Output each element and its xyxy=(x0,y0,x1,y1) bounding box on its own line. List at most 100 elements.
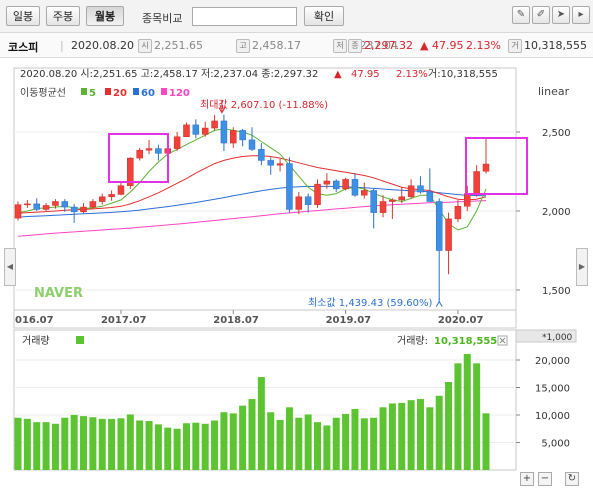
volume-bar xyxy=(342,413,350,470)
price-axis: 2,500 2,000 1,500 xyxy=(516,128,571,297)
volume-bar xyxy=(295,417,303,470)
min-marker-arrow xyxy=(435,300,443,307)
stock-info-bar: 코스피 | 2020.08.20 시 2,251.65 고 2,458.17 저 2,… xyxy=(0,33,593,58)
ma120-line xyxy=(17,200,487,237)
volume-bar xyxy=(360,418,368,470)
highlight-box-2017 xyxy=(108,133,169,183)
date-tick-label: 2018.07 xyxy=(213,315,259,326)
chart-header-pct: 2.13% xyxy=(396,69,428,80)
chart-header-arrow: ▲ xyxy=(334,69,342,80)
compare-input[interactable] xyxy=(192,7,297,26)
volume-bar xyxy=(201,423,209,470)
volume-bar xyxy=(314,422,322,470)
candle-body xyxy=(183,124,190,137)
confirm-button[interactable]: 확인 xyxy=(304,6,344,26)
chart-header-line: 2020.08.20 시:2,251.65 고:2,458.17 저:2,237… xyxy=(20,68,318,80)
volume-bar xyxy=(416,399,424,470)
week-candle-button[interactable]: 주봉 xyxy=(46,6,80,26)
volume-bar xyxy=(463,353,471,470)
volume-swatch xyxy=(76,336,84,344)
ma-legend-label: 이동평균선 xyxy=(20,87,66,99)
volume-bar xyxy=(89,417,97,470)
volume-bar xyxy=(435,395,443,470)
candle-body xyxy=(108,194,115,198)
candle-body xyxy=(332,180,340,190)
volume-bar xyxy=(80,416,88,470)
volume-bar xyxy=(407,400,415,470)
candle-body xyxy=(482,163,490,172)
candle-body xyxy=(407,185,415,198)
price-tick-label: 2,500 xyxy=(542,128,571,139)
candle-body xyxy=(173,136,181,149)
volume-bar xyxy=(229,413,237,470)
volume-bar xyxy=(182,423,190,470)
candle-body xyxy=(389,199,396,202)
volume-bar xyxy=(192,422,200,470)
draw-icon[interactable]: ✐ xyxy=(532,6,550,24)
volume-tick-label: 5,000 xyxy=(541,439,570,450)
max-marker-arrow xyxy=(218,107,226,114)
candle-body xyxy=(445,218,452,251)
volume-bar xyxy=(370,417,378,470)
scroll-left-button[interactable]: ◀ xyxy=(4,248,16,286)
cursor-icon[interactable]: ➤ xyxy=(552,6,570,24)
settings-icon[interactable]: ✎ xyxy=(512,6,530,24)
volume-bar xyxy=(332,417,340,470)
candle-body xyxy=(286,163,293,210)
candle-body xyxy=(192,124,200,135)
scale-type-label[interactable]: linear xyxy=(538,85,570,98)
candle-body xyxy=(426,191,434,202)
volume-bar xyxy=(98,418,106,470)
chart-header-change: 47.95 xyxy=(351,69,380,80)
volume-bar xyxy=(482,413,490,470)
volume-close-icon[interactable] xyxy=(497,335,508,346)
zoom-out-button[interactable]: − xyxy=(538,472,552,486)
scroll-right-button[interactable]: ▶ xyxy=(576,248,588,286)
candle-body xyxy=(323,180,331,185)
volume-bar xyxy=(454,363,462,470)
low-icon: 저 xyxy=(333,39,347,53)
high-icon: 고 xyxy=(236,39,250,53)
volume-bar xyxy=(33,422,41,470)
close-value-group: 종 2,297.32 xyxy=(344,39,413,53)
volume-unit-box xyxy=(515,329,577,343)
ma5-swatch xyxy=(81,88,87,95)
open-icon: 시 xyxy=(138,39,152,53)
candle-body xyxy=(14,204,22,219)
month-candle-button[interactable]: 월봉 xyxy=(86,6,124,26)
day-candle-button[interactable]: 일봉 xyxy=(6,6,40,26)
volume-bars xyxy=(14,353,490,470)
highlight-box-2020 xyxy=(465,137,528,195)
change-percent: 2.13% xyxy=(466,39,501,52)
toolbar: 일봉 주봉 월봉 종목비교 확인 ✎ ✐ ➤ ▸ xyxy=(0,0,593,33)
stock-chart[interactable]: 2020.08.20 시:2,251.65 고:2,458.17 저:2,237… xyxy=(4,60,589,486)
volume-bar xyxy=(473,363,481,470)
candle-body xyxy=(473,171,480,194)
candle-body xyxy=(239,130,246,141)
candle-body xyxy=(417,185,424,193)
candle-body xyxy=(24,203,31,206)
candle-body xyxy=(464,193,471,207)
expand-icon[interactable]: ▸ xyxy=(572,6,590,24)
candle-body xyxy=(379,201,387,213)
reset-icon[interactable]: ↻ xyxy=(565,472,579,486)
volume-bar xyxy=(257,377,265,470)
info-date: 2020.08.20 xyxy=(71,39,134,52)
ma20-swatch xyxy=(105,88,111,95)
divider: | xyxy=(60,39,64,52)
candle-body xyxy=(370,190,377,213)
volume-tick-label: 15,000 xyxy=(535,384,570,395)
candle-body xyxy=(80,206,87,213)
price-grid xyxy=(14,131,516,291)
volume-bar xyxy=(70,415,78,470)
zoom-in-button[interactable]: + xyxy=(520,472,534,486)
candle-body xyxy=(351,179,359,196)
volume-bar xyxy=(248,399,256,470)
date-tick-label: 2017.07 xyxy=(101,315,147,326)
close-value: 2,297.32 xyxy=(364,39,413,52)
volume-bar xyxy=(126,414,134,470)
date-tick-label: 2019.07 xyxy=(326,315,372,326)
ma20-label: 20 xyxy=(113,88,127,99)
candle-body xyxy=(61,201,69,208)
volume-axis: 20,000 15,000 10,000 5,000 xyxy=(516,356,570,450)
